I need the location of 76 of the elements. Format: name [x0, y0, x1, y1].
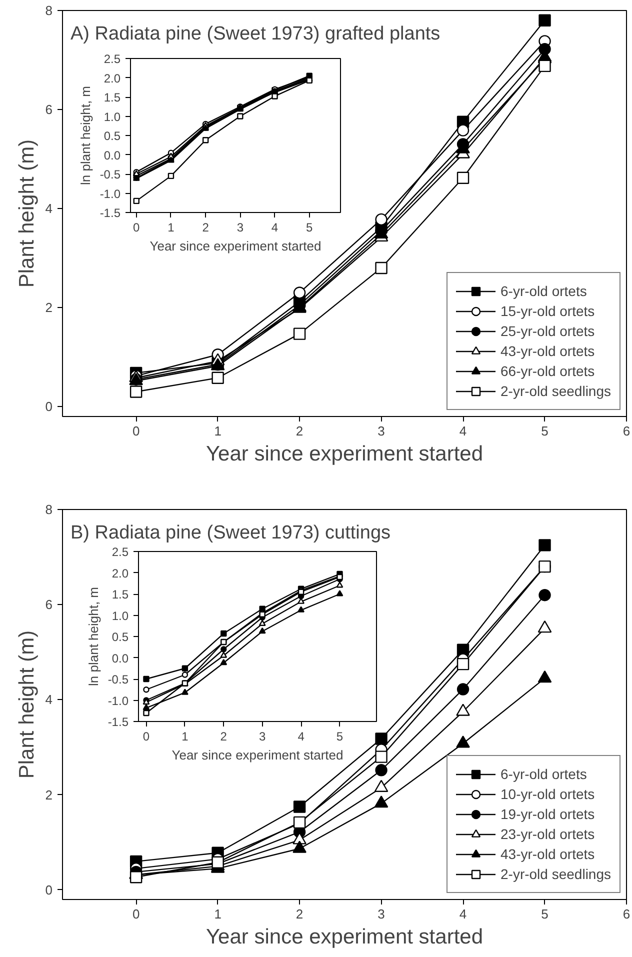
x-tick-label: 1 — [168, 220, 175, 234]
x-axis-title: Year since experiment started — [206, 442, 484, 466]
x-tick-label: 5 — [336, 730, 344, 744]
x-tick-label: 3 — [378, 906, 385, 922]
legend-label: 15-yr-old ortets — [500, 302, 595, 321]
x-tick-label: 4 — [459, 906, 467, 922]
y-tick-label: 0 — [45, 399, 53, 414]
y-tick-label: 0.5 — [104, 129, 121, 143]
legend-label: 66-yr-old ortets — [500, 362, 595, 381]
y-tick-label: 1.0 — [112, 608, 129, 623]
x-tick-label: 0 — [132, 906, 140, 922]
x-tick-label: 1 — [214, 906, 222, 922]
x-tick-label: 0 — [133, 220, 140, 234]
x-tick-label: 1 — [182, 730, 189, 744]
x-tick-label: 2 — [220, 730, 228, 744]
y-tick-label: -1.0 — [108, 694, 129, 708]
x-tick-label: 5 — [306, 220, 314, 234]
legend-label: 23-yr-old ortets — [500, 825, 595, 844]
x-tick-label: 3 — [236, 220, 244, 234]
legend-label: 43-yr-old ortets — [500, 342, 595, 361]
y-tick-label: 2.0 — [104, 71, 121, 86]
x-tick-label: 2 — [296, 906, 304, 922]
x-tick-label: 0 — [142, 730, 150, 744]
legend-label: 19-yr-old ortets — [500, 805, 595, 824]
x-axis-title: Year since experiment started — [206, 926, 484, 948]
y-axis-title: Plant height (m) — [15, 139, 38, 288]
y-tick-label: 8 — [45, 502, 53, 517]
x-axis-title: Year since experiment started — [172, 748, 344, 762]
y-tick-label: -0.5 — [108, 672, 129, 686]
y-tick-label: 2.0 — [112, 566, 129, 580]
y-tick-label: 0.5 — [112, 630, 129, 644]
y-tick-label: -1.5 — [100, 206, 121, 220]
x-tick-label: 0 — [132, 424, 140, 438]
legend-label: 2-yr-old seedlings — [500, 382, 611, 401]
x-tick-label: 5 — [541, 906, 548, 922]
x-tick-label: 5 — [541, 424, 548, 438]
y-tick-label: 0 — [45, 882, 53, 898]
x-tick-label: 4 — [271, 220, 278, 234]
y-tick-label: 2 — [45, 300, 53, 316]
text: B) Radiata pine (Sweet 1973) cuttings — [70, 522, 391, 544]
y-tick-label: 2 — [45, 787, 53, 802]
y-tick-label: 6 — [45, 102, 53, 118]
legend-label: 6-yr-old ortets — [500, 282, 587, 301]
y-tick-label: 1.5 — [112, 588, 129, 602]
x-tick-label: 4 — [298, 730, 305, 744]
y-tick-label: -1.0 — [100, 186, 121, 201]
y-tick-label: -1.5 — [108, 715, 129, 729]
x-tick-label: 6 — [622, 906, 630, 922]
y-tick-label: 8 — [45, 3, 53, 18]
text: A) Radiata pine (Sweet 1973) grafted plants — [70, 24, 440, 44]
y-tick-label: 1.5 — [104, 90, 121, 104]
y-axis-title: ln plant height, m — [78, 86, 93, 185]
y-tick-label: 6 — [45, 597, 53, 612]
legend-label: 6-yr-old ortets — [500, 765, 587, 784]
legend-label: 25-yr-old ortets — [500, 322, 595, 341]
x-tick-label: 4 — [459, 424, 467, 438]
y-tick-label: 2.5 — [104, 52, 121, 66]
x-tick-label: 1 — [214, 424, 222, 438]
legend-label: 2-yr-old seedlings — [500, 865, 611, 884]
x-tick-label: 3 — [378, 424, 385, 438]
y-tick-label: 4 — [45, 201, 53, 216]
legend-label: 43-yr-old ortets — [500, 845, 595, 864]
x-tick-label: 6 — [622, 424, 630, 438]
y-tick-label: -0.5 — [100, 168, 121, 182]
x-tick-label: 2 — [296, 424, 304, 438]
legend-label: 10-yr-old ortets — [500, 785, 595, 804]
x-tick-label: 2 — [202, 220, 210, 234]
x-axis-title: Year since experiment started — [150, 238, 322, 254]
x-tick-label: 3 — [259, 730, 266, 744]
y-tick-label: 0.0 — [112, 651, 129, 666]
y-tick-label: 1.0 — [104, 110, 121, 124]
y-tick-label: 2.5 — [112, 545, 129, 559]
y-tick-label: 4 — [45, 692, 53, 708]
y-tick-label: 0.0 — [104, 148, 121, 162]
y-axis-title: Plant height (m) — [15, 630, 38, 779]
y-axis-title: ln plant height, m — [86, 586, 101, 686]
